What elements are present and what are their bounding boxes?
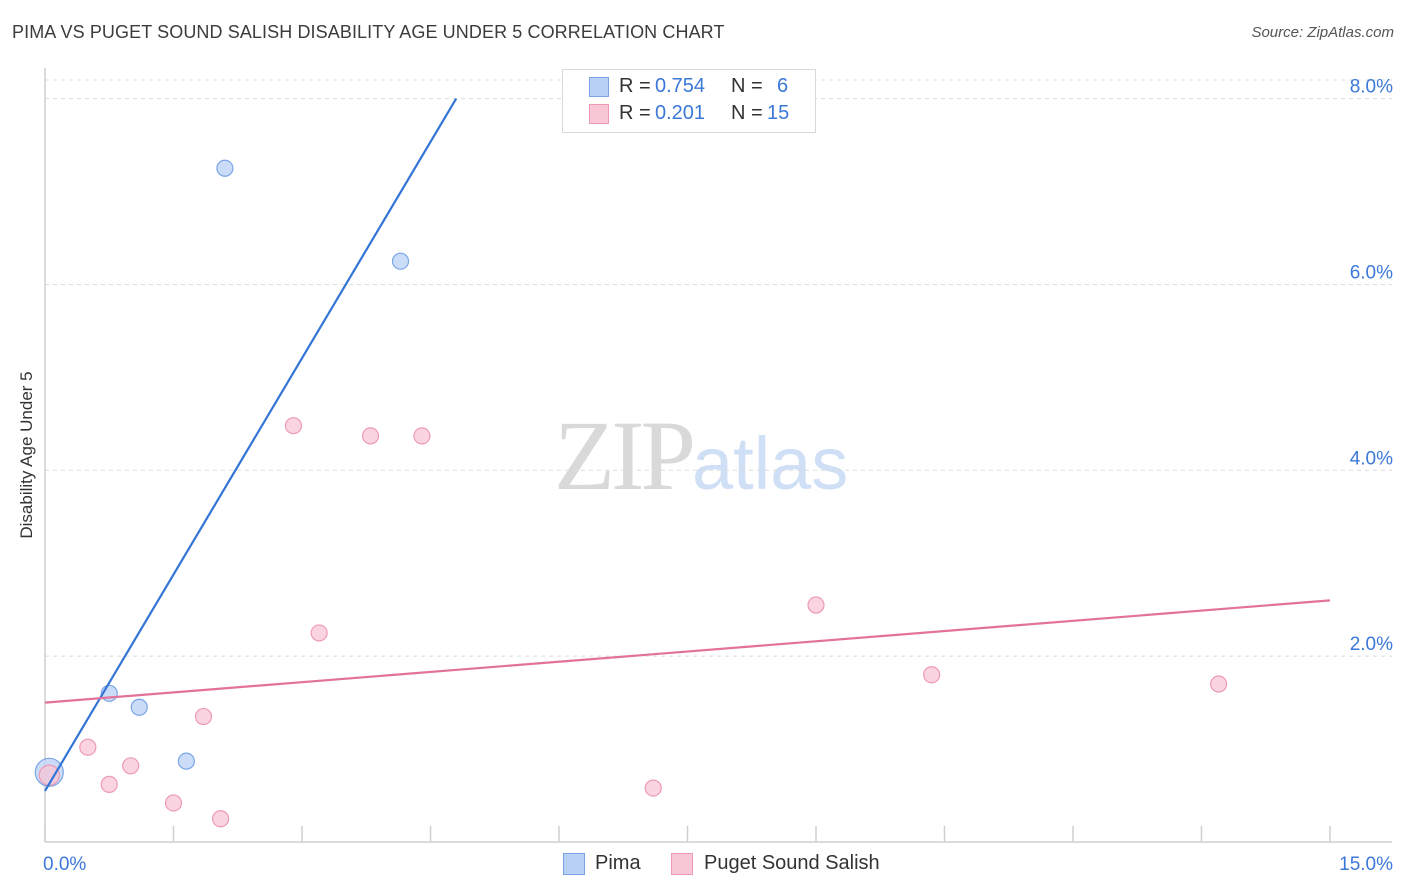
- bottom-pima-swatch: [563, 853, 585, 875]
- bottom-pima-label: Pima: [595, 852, 641, 874]
- y-axis-label: Disability Age Under 5: [17, 371, 36, 539]
- puget-point: [284, 417, 303, 435]
- source-label: Source: ZipAtlas.com: [1251, 24, 1394, 41]
- puget-n-value: 15: [767, 102, 790, 124]
- puget-point: [361, 427, 380, 445]
- puget-point: [164, 794, 183, 812]
- puget-point: [1210, 675, 1228, 693]
- puget-point: [413, 427, 431, 445]
- y-tick-label: 6.0%: [1350, 262, 1393, 283]
- puget-swatch: [589, 104, 609, 124]
- puget-point: [122, 757, 140, 775]
- y-tick-label: 8.0%: [1350, 77, 1393, 98]
- puget-point: [310, 624, 328, 642]
- puget-trend-line: [44, 599, 1331, 704]
- puget-point: [644, 779, 662, 797]
- bottom-puget-label: Puget Sound Salish: [704, 852, 880, 874]
- pima-n-value: 6: [777, 75, 789, 97]
- puget-point: [807, 596, 825, 614]
- watermark-zip: ZIP: [554, 400, 696, 511]
- puget-n-label: N =: [731, 102, 763, 124]
- correlation-legend: R = 0.754 N = 6 R = 0.201 N = 15: [562, 69, 816, 133]
- y-tick-label: 2.0%: [1350, 634, 1393, 655]
- pima-point: [177, 752, 195, 770]
- puget-point: [194, 707, 213, 726]
- pima-r-value: 0.754: [655, 75, 706, 97]
- puget-point: [79, 738, 97, 756]
- pima-point: [130, 698, 148, 716]
- pima-r-label: R =: [619, 75, 651, 97]
- puget-point: [923, 666, 941, 684]
- puget-point: [212, 810, 230, 828]
- watermark-atlas: atlas: [692, 422, 849, 505]
- pima-n-label: N =: [731, 75, 763, 97]
- puget-point: [100, 775, 118, 793]
- pima-point: [216, 159, 234, 177]
- pima-trend-line: [44, 98, 458, 792]
- puget-r-label: R =: [619, 102, 651, 124]
- chart-title: PIMA VS PUGET SOUND SALISH DISABILITY AG…: [12, 22, 725, 42]
- bottom-puget-swatch: [671, 853, 693, 875]
- y-tick-label: 4.0%: [1350, 448, 1393, 469]
- pima-swatch: [589, 77, 609, 97]
- watermark: ZIPatlas: [554, 398, 848, 513]
- pima-point: [391, 252, 410, 270]
- x-tick-label-max: 15.0%: [1339, 854, 1393, 875]
- puget-r-value: 0.201: [655, 102, 706, 124]
- x-tick-label-min: 0.0%: [43, 854, 86, 875]
